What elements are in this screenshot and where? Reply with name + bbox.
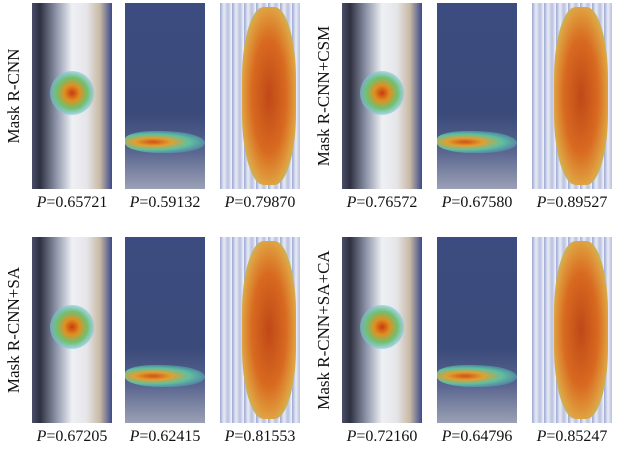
- row-label: Mask R-CNN+SA+CA: [314, 250, 333, 410]
- fish-heatmap: [125, 3, 205, 189]
- heat-blob: [360, 71, 404, 115]
- p-caption: P=0.59132: [129, 194, 201, 211]
- heat-blob: [360, 305, 404, 349]
- input-heatmap: [342, 237, 422, 423]
- heat-blob: [50, 305, 94, 349]
- row-label: Mask R-CNN+SA: [4, 266, 23, 394]
- stripe-heatmap: [220, 3, 300, 189]
- input-heatmap: [32, 237, 112, 423]
- p-caption: P=0.72160: [346, 428, 418, 445]
- fish-heatmap: [125, 237, 205, 423]
- p-caption: P=0.89527: [536, 194, 608, 211]
- heat-blob: [125, 365, 205, 387]
- p-caption: P=0.85247: [536, 428, 608, 445]
- p-caption: P=0.62415: [129, 428, 201, 445]
- fish-heatmap: [437, 237, 517, 423]
- stripe-heatmap: [220, 237, 300, 423]
- p-caption: P=0.79870: [224, 194, 296, 211]
- p-caption: P=0.65721: [36, 194, 108, 211]
- row-label: Mask R-CNN: [4, 48, 23, 144]
- input-heatmap: [32, 3, 112, 189]
- row-label: Mask R-CNN+CSM: [314, 25, 333, 167]
- p-caption: P=0.76572: [346, 194, 418, 211]
- stripe-heatmap: [532, 237, 612, 423]
- fish-heatmap: [437, 3, 517, 189]
- p-caption: P=0.64796: [441, 428, 513, 445]
- heat-blob: [554, 7, 608, 185]
- heat-blob: [242, 7, 296, 185]
- stripe-heatmap: [532, 3, 612, 189]
- heat-blob: [242, 241, 296, 419]
- heat-blob: [50, 71, 94, 115]
- p-caption: P=0.67580: [441, 194, 513, 211]
- p-caption: P=0.67205: [36, 428, 108, 445]
- heat-blob: [125, 131, 205, 153]
- heat-blob: [437, 365, 517, 387]
- heat-blob: [554, 241, 608, 419]
- p-caption: P=0.81553: [224, 428, 296, 445]
- heat-blob: [437, 131, 517, 153]
- input-heatmap: [342, 3, 422, 189]
